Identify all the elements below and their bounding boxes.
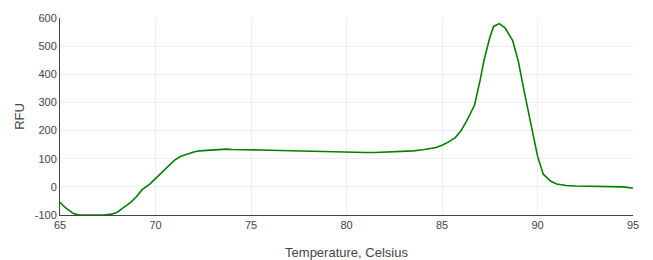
svg-text:75: 75	[245, 219, 257, 231]
svg-text:90: 90	[531, 219, 543, 231]
svg-text:100: 100	[38, 153, 56, 165]
svg-text:600: 600	[38, 12, 56, 24]
svg-text:95: 95	[627, 219, 639, 231]
svg-text:70: 70	[149, 219, 161, 231]
svg-text:80: 80	[340, 219, 352, 231]
svg-text:Temperature, Celsius: Temperature, Celsius	[285, 245, 408, 260]
svg-text:RFU: RFU	[12, 103, 27, 130]
svg-text:0: 0	[51, 181, 57, 193]
svg-text:200: 200	[38, 124, 56, 136]
svg-text:500: 500	[38, 40, 56, 52]
svg-text:85: 85	[436, 219, 448, 231]
svg-text:-100: -100	[35, 209, 57, 221]
svg-text:300: 300	[38, 96, 56, 108]
svg-text:400: 400	[38, 68, 56, 80]
svg-text:65: 65	[54, 219, 66, 231]
